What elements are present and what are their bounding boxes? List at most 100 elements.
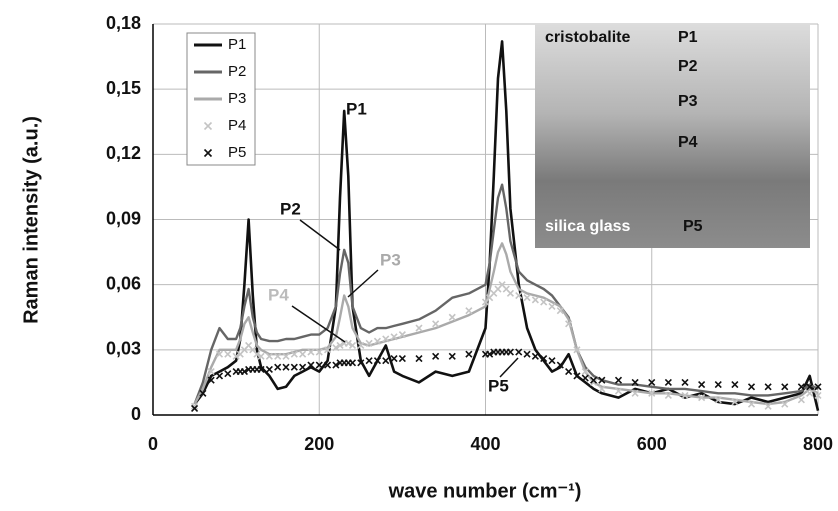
data-point	[224, 350, 232, 358]
annotation: P2	[280, 199, 301, 218]
data-point	[307, 361, 315, 369]
data-point	[257, 352, 265, 360]
inset-label: P5	[683, 218, 703, 235]
data-point	[373, 337, 382, 345]
data-point	[215, 350, 224, 358]
data-point	[548, 357, 556, 365]
data-point	[631, 378, 639, 386]
data-point	[307, 348, 315, 356]
data-point	[299, 350, 307, 358]
data-point	[631, 389, 639, 397]
data-point	[781, 400, 789, 408]
data-point	[332, 361, 340, 369]
data-point	[648, 378, 656, 386]
data-point	[398, 354, 406, 363]
data-point	[415, 324, 423, 332]
data-point	[598, 376, 606, 384]
data-point	[581, 367, 589, 376]
arrow	[299, 219, 341, 251]
legend-label: P4	[228, 117, 246, 134]
y-tick-label: 0,15	[106, 78, 141, 98]
y-axis-title: Raman intensity (a.u.)	[20, 116, 42, 324]
data-point	[764, 402, 772, 410]
arrow	[347, 269, 379, 298]
data-point	[806, 389, 814, 397]
data-point	[698, 394, 706, 402]
data-point	[506, 289, 515, 297]
data-point	[357, 341, 365, 350]
data-point	[465, 350, 473, 358]
data-point	[565, 367, 573, 376]
data-point	[515, 291, 523, 300]
y-tick-label: 0,03	[106, 339, 141, 359]
y-tick-label: 0,06	[106, 273, 141, 293]
data-point	[664, 391, 672, 400]
data-point	[556, 307, 564, 315]
data-point	[598, 385, 606, 393]
data-point	[714, 396, 722, 404]
data-point	[506, 348, 515, 356]
data-point	[797, 396, 805, 404]
legend-label: P1	[228, 36, 246, 53]
data-point	[523, 350, 531, 358]
data-point	[681, 391, 689, 400]
data-point	[240, 367, 249, 376]
annotation: P5	[488, 376, 509, 395]
data-point	[257, 365, 265, 373]
data-point	[299, 363, 307, 371]
data-line	[193, 183, 819, 405]
y-tick-label: 0	[131, 404, 141, 424]
data-point	[540, 298, 548, 306]
micrograph	[535, 24, 810, 248]
data-point	[581, 374, 589, 382]
data-point	[806, 383, 814, 391]
data-point	[747, 383, 756, 391]
legend-marker	[203, 148, 213, 158]
data-point	[814, 383, 822, 391]
data-point	[382, 357, 390, 365]
data-point	[540, 354, 548, 363]
inset-image: cristobalite P1 P2 P3 P4 silica glass P5	[535, 24, 810, 248]
data-point	[323, 346, 332, 354]
data-point	[589, 376, 598, 384]
data-point	[348, 359, 357, 367]
data-point	[448, 352, 456, 360]
data-point	[565, 320, 573, 328]
data-point	[348, 341, 357, 350]
data-point	[589, 378, 598, 386]
data-point	[282, 352, 290, 360]
inset-label: silica glass	[545, 218, 630, 235]
data-point	[797, 383, 805, 391]
data-point	[265, 352, 273, 360]
data-point	[274, 352, 282, 360]
legend: P1 P2 P3 P4 P5	[186, 32, 256, 166]
data-point	[215, 372, 224, 380]
data-point	[398, 331, 406, 339]
inset-label: P1	[678, 29, 698, 46]
data-point	[515, 348, 523, 356]
data-point	[714, 381, 722, 389]
data-point	[486, 350, 494, 358]
data-point	[382, 335, 390, 343]
data-point	[614, 376, 623, 384]
legend-label: P5	[228, 144, 246, 161]
data-point	[190, 402, 199, 410]
data-point	[207, 376, 215, 384]
data-point	[531, 352, 539, 360]
arrow	[291, 305, 346, 343]
inset-label: P2	[678, 58, 698, 75]
inset-label: cristobalite	[545, 29, 630, 46]
arrow	[499, 357, 519, 378]
plot-area	[190, 40, 822, 413]
data-point	[556, 361, 564, 369]
data-point	[365, 357, 373, 365]
data-point	[373, 357, 382, 365]
legend-label: P2	[228, 63, 246, 80]
data-point	[747, 400, 756, 408]
data-point	[332, 344, 340, 352]
y-tick-label: 0,09	[106, 208, 141, 228]
data-point	[336, 341, 344, 350]
y-tick-label: 0,18	[106, 13, 141, 33]
data-point	[365, 339, 373, 347]
